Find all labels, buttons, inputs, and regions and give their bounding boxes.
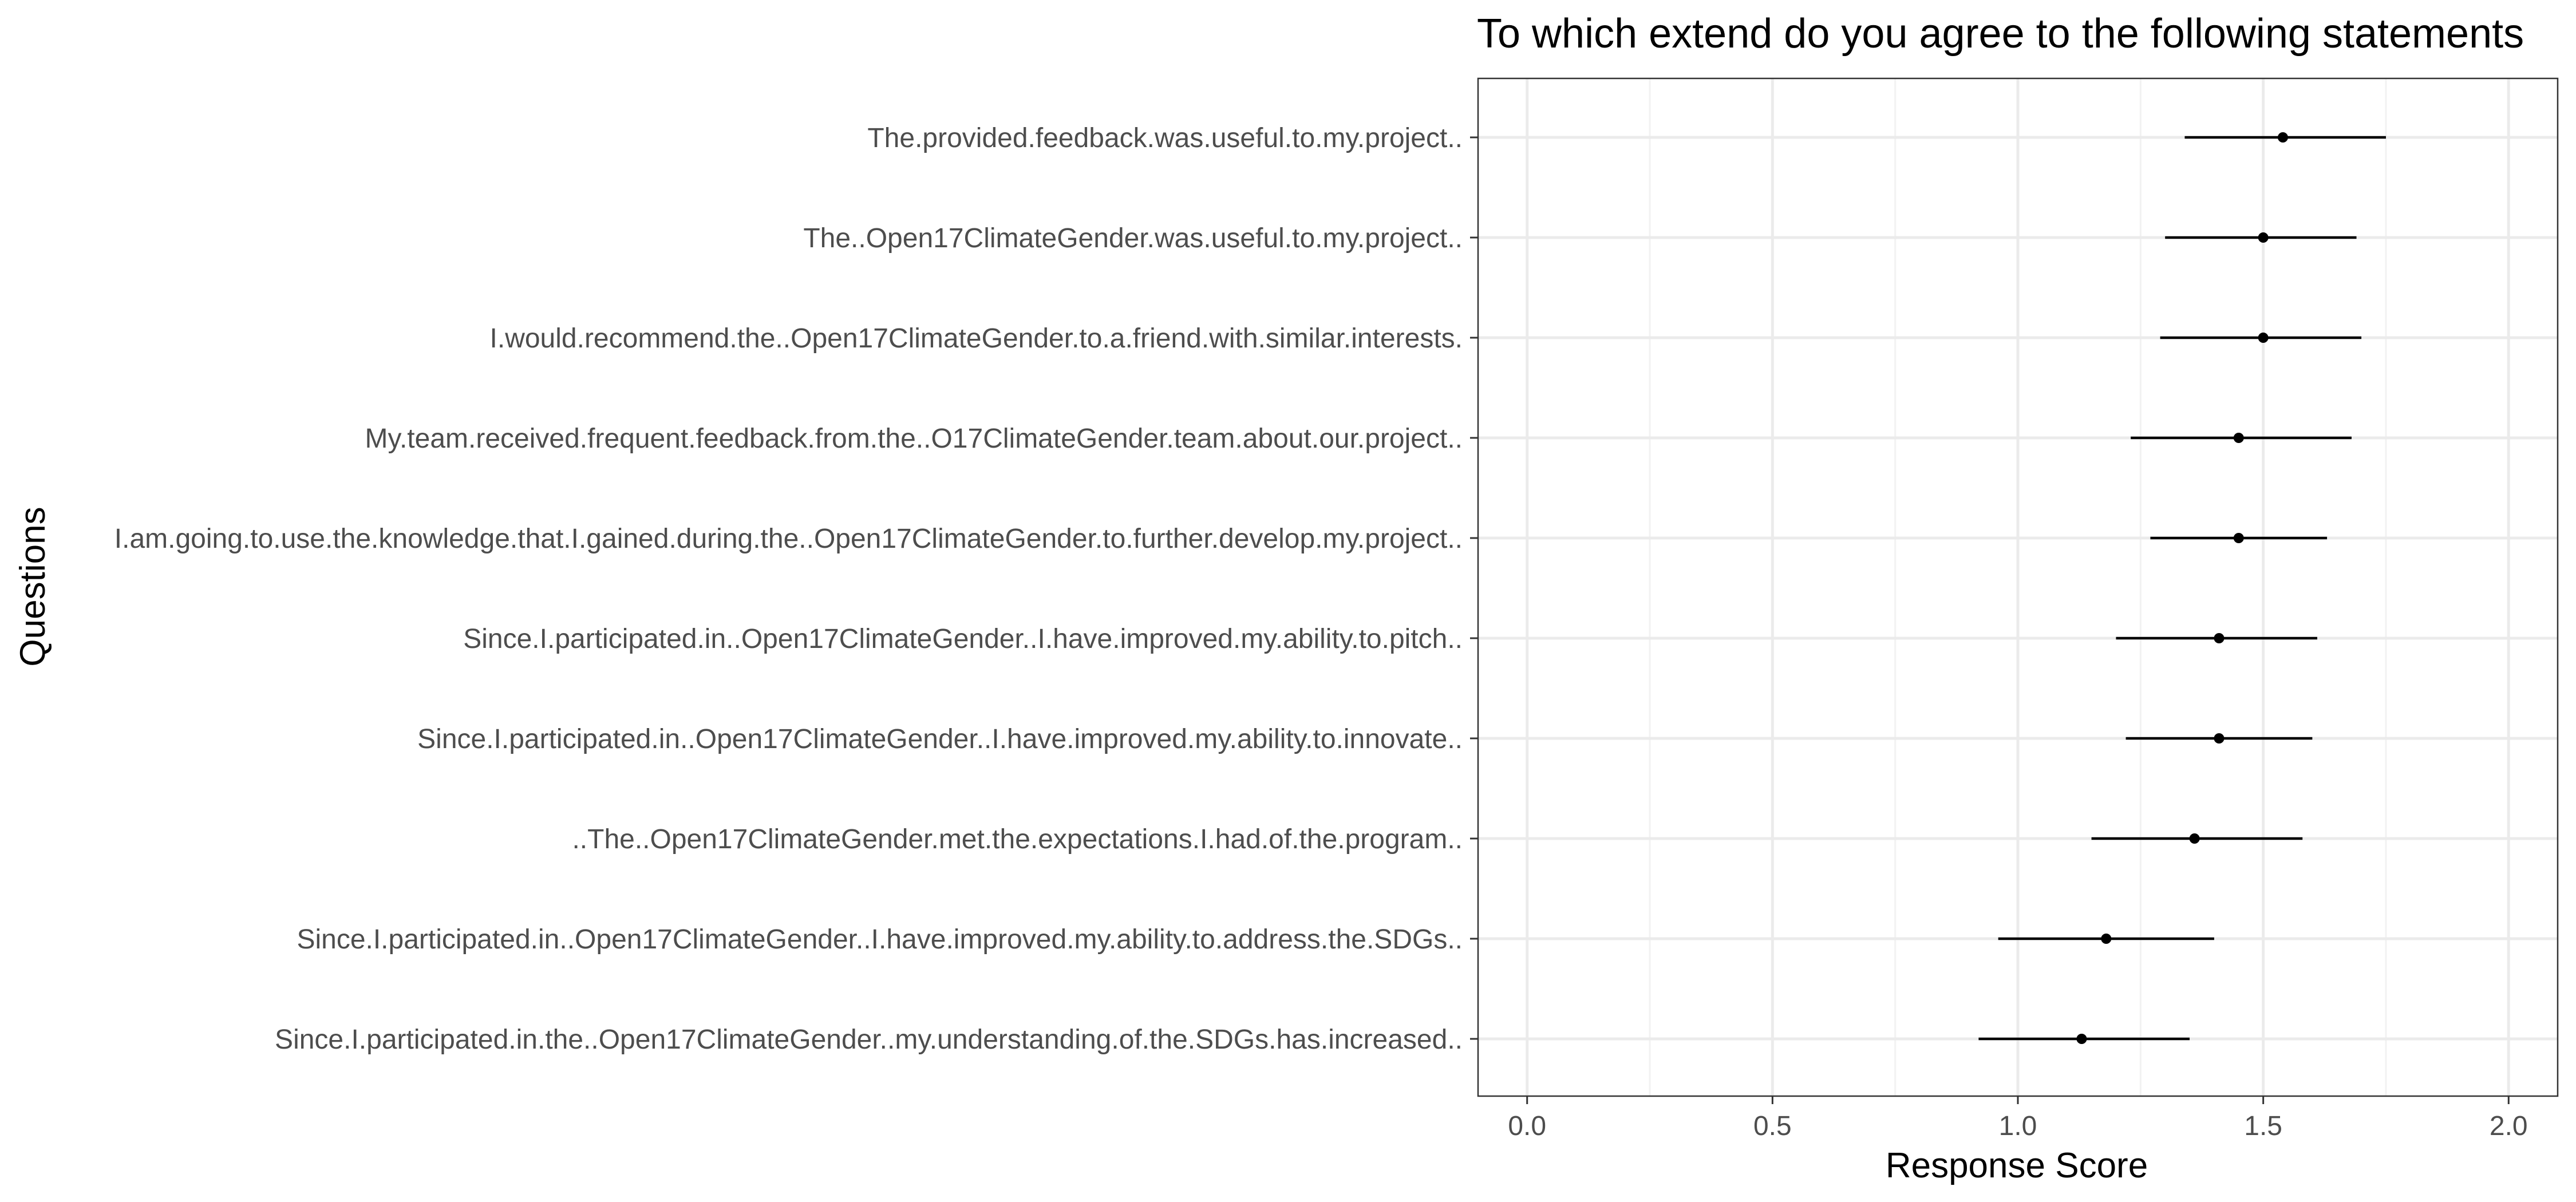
data-point <box>2214 733 2225 744</box>
data-point <box>2101 934 2112 944</box>
data-point <box>2189 833 2200 844</box>
category-label: Since.I.participated.in..Open17ClimateGe… <box>463 624 1463 654</box>
category-label: The..Open17ClimateGender.was.useful.to.m… <box>803 223 1463 254</box>
category-label: I.would.recommend.the..Open17ClimateGend… <box>490 323 1463 354</box>
category-label: I.am.going.to.use.the.knowledge.that.I.g… <box>114 524 1463 554</box>
x-tick-label: 1.0 <box>1999 1111 2037 1141</box>
data-point <box>2076 1034 2087 1044</box>
data-point <box>2258 333 2269 343</box>
category-label: My.team.received.frequent.feedback.from.… <box>365 424 1463 454</box>
x-axis-title: Response Score <box>1886 1146 2148 1185</box>
category-label: Since.I.participated.in.the..Open17Clima… <box>275 1025 1463 1055</box>
x-tick-label: 2.0 <box>2490 1111 2528 1141</box>
plot-area: The.provided.feedback.was.useful.to.my.p… <box>114 77 2559 1141</box>
category-label: ..The..Open17ClimateGender.met.the.expec… <box>572 824 1463 855</box>
x-tick-label: 0.0 <box>1508 1111 1546 1141</box>
data-point <box>2277 132 2288 143</box>
data-point <box>2214 633 2225 643</box>
chart-title: To which extend do you agree to the foll… <box>1477 11 2524 57</box>
data-point <box>2258 232 2269 243</box>
category-label: Since.I.participated.in..Open17ClimateGe… <box>417 724 1463 754</box>
x-tick-label: 1.5 <box>2244 1111 2282 1141</box>
x-tick-label: 0.5 <box>1753 1111 1792 1141</box>
data-point <box>2233 533 2244 543</box>
category-label: Since.I.participated.in..Open17ClimateGe… <box>297 924 1463 955</box>
data-point <box>2233 433 2244 443</box>
category-label: The.provided.feedback.was.useful.to.my.p… <box>867 123 1463 153</box>
y-axis-title: Questions <box>13 507 53 666</box>
